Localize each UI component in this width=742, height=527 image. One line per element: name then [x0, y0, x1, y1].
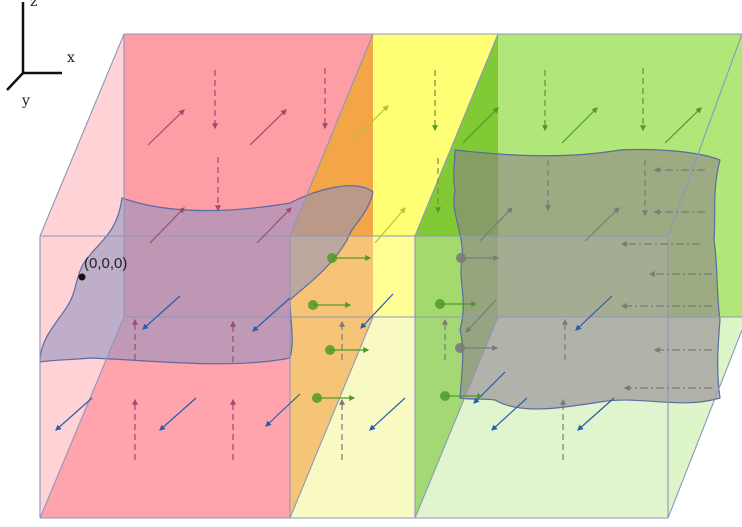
x-axis-label: x: [67, 50, 75, 66]
z-axis-label: z: [30, 0, 37, 10]
y-axis-label: y: [21, 93, 30, 109]
red-yellow-interface: [290, 34, 373, 518]
yellow-slab-front-face: [290, 236, 415, 518]
green-diagonal-arrows: [462, 107, 702, 144]
gray-downward-arrows: [545, 160, 648, 217]
red-diagonal-arrows: [147, 109, 292, 244]
gray-leftward-arrows: [620, 167, 712, 391]
origin-point: [78, 273, 86, 281]
red-downward-arrows: [212, 68, 328, 212]
origin-label: (0,0,0): [84, 255, 127, 272]
right-wavy-surface: [453, 148, 721, 410]
green-downward-arrows: [542, 68, 646, 132]
source-dot-arrows: [308, 253, 500, 403]
gray-upward-arrows: [339, 318, 568, 460]
y-axis: [6, 72, 24, 91]
gray-diagonal-arrows: [465, 207, 620, 333]
red-upward-arrows: [132, 318, 236, 460]
coordinate-axes: [6, 2, 62, 91]
yellow-downward-arrows: [432, 70, 441, 214]
yellow-diagonal-arrows: [352, 105, 406, 244]
blue-front-arrows: [55, 293, 615, 431]
